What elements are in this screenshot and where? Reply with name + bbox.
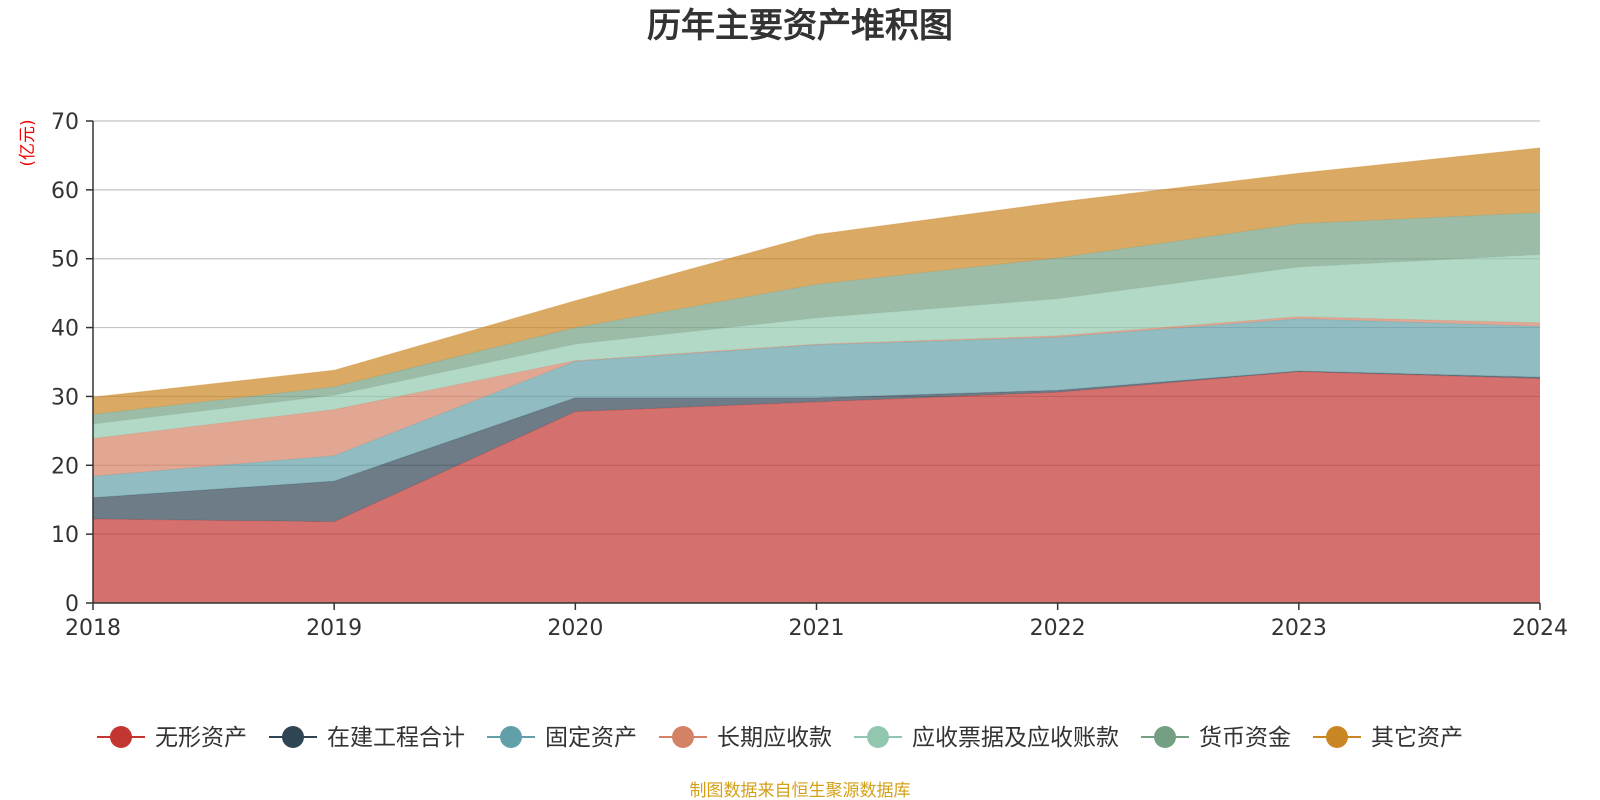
legend-item-0[interactable]: 无形资产 xyxy=(97,725,247,751)
legend-marker xyxy=(1154,726,1176,748)
legend-label: 其它资产 xyxy=(1371,725,1463,751)
legend-label: 货币资金 xyxy=(1199,725,1291,751)
x-tick-label: 2019 xyxy=(306,616,362,641)
axes: 0 10 20 30 40 50 60 70 2018 2019 2020 2021 2022 2023 2… xyxy=(51,110,1568,641)
area-series-0 xyxy=(93,371,1540,603)
legend-marker xyxy=(282,726,304,748)
y-axis-unit-label: (亿元) xyxy=(18,119,38,166)
legend-item-3[interactable]: 长期应收款 xyxy=(659,725,832,751)
legend-label: 应收票据及应收账款 xyxy=(912,725,1119,751)
y-tick-label: 10 xyxy=(51,523,79,548)
area-series-6 xyxy=(93,147,1540,415)
legend-marker xyxy=(500,726,522,748)
legend-marker xyxy=(1326,726,1348,748)
chart-title: 历年主要资产堆积图 xyxy=(647,6,953,46)
legend-label: 在建工程合计 xyxy=(327,725,465,751)
legend-label: 无形资产 xyxy=(155,725,247,751)
area-series-5 xyxy=(93,212,1540,424)
area-series-3 xyxy=(93,316,1540,477)
legend-marker xyxy=(672,726,694,748)
legend-marker xyxy=(110,726,132,748)
x-tick-label: 2024 xyxy=(1512,616,1568,641)
y-tick-label: 60 xyxy=(51,179,79,204)
x-tick-label: 2020 xyxy=(547,616,603,641)
y-tick-label: 0 xyxy=(65,592,79,617)
y-tick-label: 50 xyxy=(51,248,79,273)
legend-item-2[interactable]: 固定资产 xyxy=(487,725,637,751)
y-tick-label: 20 xyxy=(51,454,79,479)
x-tick-label: 2023 xyxy=(1271,616,1327,641)
y-tick-label: 30 xyxy=(51,385,79,410)
x-tick-label: 2022 xyxy=(1030,616,1086,641)
legend-label: 长期应收款 xyxy=(717,725,832,751)
legend: 无形资产 在建工程合计 固定资产 长期应收款 应收票据及应收账款 货币资金 其它资产 xyxy=(97,725,1463,751)
y-tick-label: 40 xyxy=(51,317,79,342)
data-source-note: 制图数据来自恒生聚源数据库 xyxy=(690,781,911,800)
legend-item-6[interactable]: 其它资产 xyxy=(1313,725,1463,751)
legend-item-1[interactable]: 在建工程合计 xyxy=(269,725,465,751)
legend-item-5[interactable]: 货币资金 xyxy=(1141,725,1291,751)
area-series-2 xyxy=(93,318,1540,498)
x-tick-label: 2018 xyxy=(65,616,121,641)
area-series-4 xyxy=(93,254,1540,439)
y-tick-label: 70 xyxy=(51,110,79,135)
series-line-6 xyxy=(92,147,1541,398)
x-tick-label: 2021 xyxy=(789,616,845,641)
legend-label: 固定资产 xyxy=(545,725,637,751)
legend-item-4[interactable]: 应收票据及应收账款 xyxy=(854,725,1119,751)
legend-marker xyxy=(867,726,889,748)
area-series xyxy=(92,147,1541,603)
area-series-1 xyxy=(93,371,1540,522)
